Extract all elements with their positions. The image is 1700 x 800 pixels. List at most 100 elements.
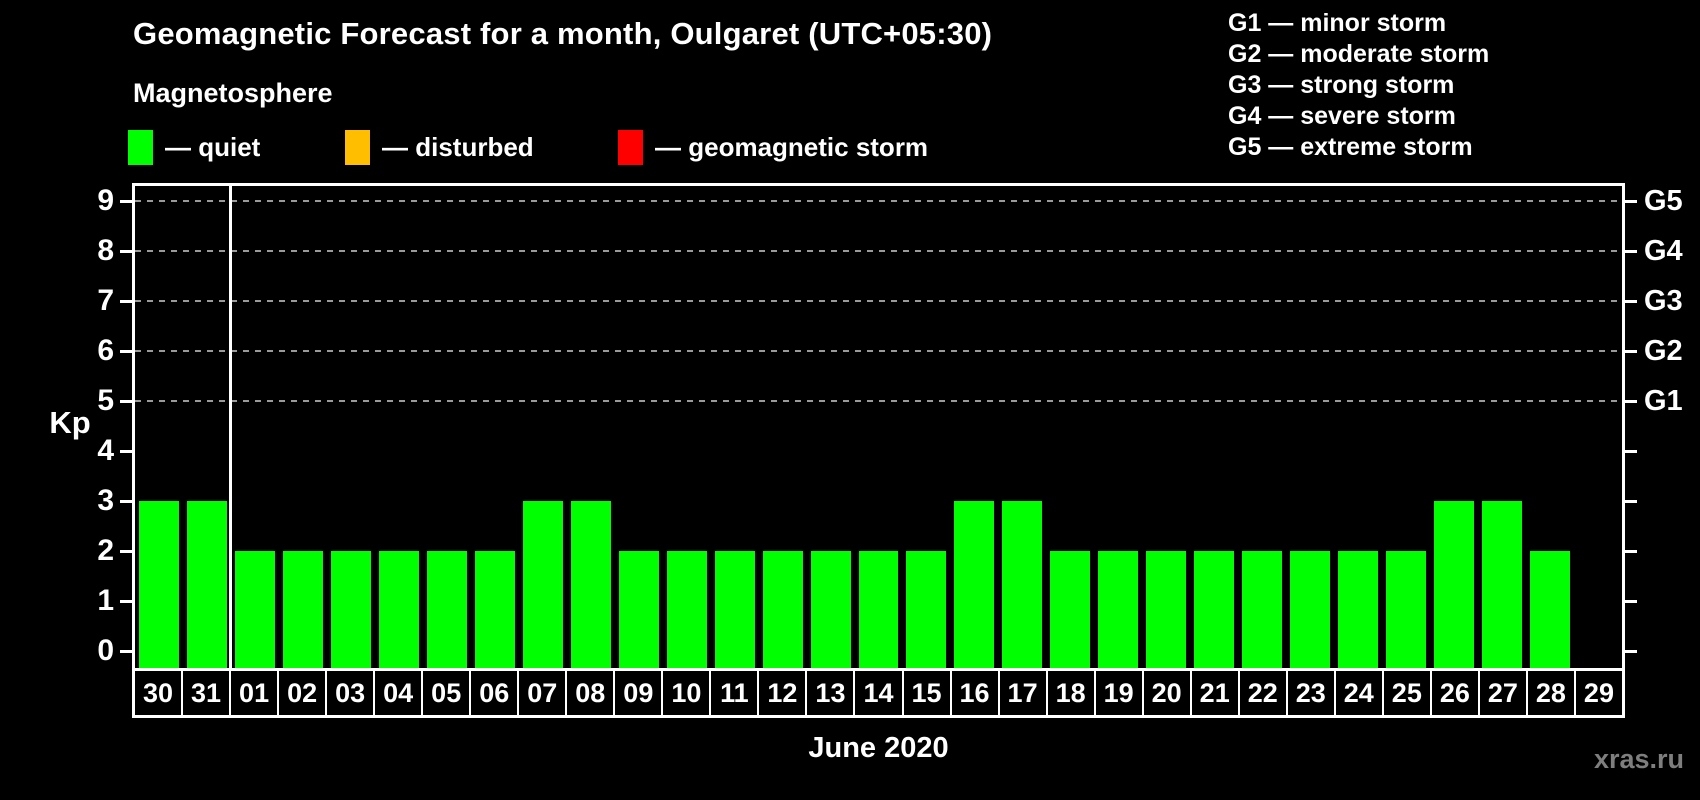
right-tick-kp5: [1625, 399, 1637, 403]
day-label-cell-09: 09: [615, 671, 664, 715]
g4-legend-line: G4 — severe storm: [1228, 102, 1456, 130]
day-label-row: 30 31 01 02 03 04 05 06 07 08 09 10 11 12 13 14 15 16 17 18…: [132, 668, 1625, 718]
watermark: xras.ru: [1593, 744, 1684, 774]
kp-bar-day-02: [282, 551, 323, 668]
day-label-cell-14: 14: [855, 671, 904, 715]
right-tick-kp4: [1625, 449, 1637, 453]
legend-item-disturbed: — disturbed: [345, 128, 534, 166]
right-axis-label-g4: G4: [1644, 235, 1683, 267]
kp-bar-day-05: [426, 551, 467, 668]
kp-bar-day-22: [1242, 551, 1283, 668]
right-tick-kp3: [1625, 499, 1637, 503]
day-label-cell-20: 20: [1143, 671, 1192, 715]
day-label-cell-15: 15: [903, 671, 952, 715]
day-label-cell-26: 26: [1431, 671, 1480, 715]
kp-bar-day-25: [1386, 551, 1427, 668]
gridline-kp7: [135, 300, 1622, 302]
right-tick-kp0: [1625, 649, 1637, 653]
legend-item-quiet: — quiet: [128, 128, 260, 166]
g-scale-legend: G1 — minor storm G2 — moderate storm G3 …: [1228, 8, 1489, 163]
day-label-cell-18: 18: [1047, 671, 1096, 715]
legend-item-storm: — geomagnetic storm: [618, 128, 928, 166]
gridline-kp6: [135, 350, 1622, 352]
y-tick-label-6: 6: [97, 334, 114, 367]
legend-label: — disturbed: [382, 131, 534, 162]
day-label-cell-12: 12: [759, 671, 808, 715]
y-axis-label-kp: Kp: [49, 405, 91, 440]
legend-label: — quiet: [165, 131, 261, 162]
g1-legend-line: G1 — minor storm: [1228, 9, 1447, 37]
day-label-cell-19: 19: [1095, 671, 1144, 715]
right-tick-kp7: [1625, 299, 1637, 303]
kp-bar-day-28: [1530, 551, 1571, 668]
right-axis-label-g5: G5: [1644, 185, 1683, 217]
left-tick-kp2: [120, 549, 132, 553]
day-label-cell-17: 17: [999, 671, 1048, 715]
kp-bar-day-03: [330, 551, 371, 668]
day-label-cell-02: 02: [279, 671, 328, 715]
day-label-cell-29: 29: [1575, 671, 1622, 715]
g3-legend-line: G3 — strong storm: [1228, 71, 1455, 99]
kp-bar-day-17: [1002, 501, 1043, 668]
day-label-cell-11: 11: [711, 671, 760, 715]
right-tick-kp1: [1625, 599, 1637, 603]
day-label-cell-06: 06: [471, 671, 520, 715]
y-tick-label-3: 3: [97, 484, 114, 517]
gridline-kp5: [135, 400, 1622, 402]
left-tick-kp5: [120, 399, 132, 403]
kp-bar-day-21: [1194, 551, 1235, 668]
day-label-cell-05: 05: [423, 671, 472, 715]
kp-bar-day-18: [1050, 551, 1091, 668]
kp-bar-day-26: [1434, 501, 1475, 668]
day-label-cell-01: 01: [231, 671, 280, 715]
day-label-cell-07: 07: [519, 671, 568, 715]
right-axis-label-g1: G1: [1644, 385, 1683, 417]
day-label-cell-27: 27: [1479, 671, 1528, 715]
kp-bar-day-10: [666, 551, 707, 668]
y-tick-label-8: 8: [97, 234, 114, 267]
gridline-kp9: [135, 200, 1622, 202]
gridline-kp8: [135, 250, 1622, 252]
left-tick-kp3: [120, 499, 132, 503]
y-tick-label-0: 0: [97, 634, 114, 667]
left-tick-kp4: [120, 449, 132, 453]
kp-bar-day-01: [234, 551, 275, 668]
right-tick-kp6: [1625, 349, 1637, 353]
day-label-cell-24: 24: [1335, 671, 1384, 715]
g2-legend-line: G2 — moderate storm: [1228, 40, 1490, 68]
plot-area: [132, 183, 1625, 668]
day-label-cell-30: 30: [135, 671, 184, 715]
day-label-cell-04: 04: [375, 671, 424, 715]
chart-title: Geomagnetic Forecast for a month, Oulgar…: [133, 16, 993, 51]
y-tick-label-9: 9: [97, 184, 114, 217]
kp-bar-day-14: [858, 551, 899, 668]
kp-bar-day-13: [810, 551, 851, 668]
left-tick-kp9: [120, 199, 132, 203]
day-label-cell-03: 03: [327, 671, 376, 715]
right-tick-kp8: [1625, 249, 1637, 253]
left-tick-kp0: [120, 649, 132, 653]
left-tick-kp7: [120, 299, 132, 303]
day-label-cell-10: 10: [663, 671, 712, 715]
quiet-color-swatch: [128, 129, 153, 165]
kp-bar-day-24: [1338, 551, 1379, 668]
kp-bar-day-09: [618, 551, 659, 668]
kp-bar-day-19: [1098, 551, 1139, 668]
y-tick-label-7: 7: [97, 284, 114, 317]
x-axis-label-month: June 2020: [808, 732, 949, 764]
y-tick-label-2: 2: [97, 534, 114, 567]
kp-bar-day-15: [906, 551, 947, 668]
day-label-cell-31: 31: [183, 671, 232, 715]
day-label-cell-28: 28: [1527, 671, 1576, 715]
right-axis-label-g2: G2: [1644, 335, 1683, 367]
kp-bar-day-12: [762, 551, 803, 668]
kp-bar-day-11: [714, 551, 755, 668]
kp-bar-day-16: [954, 501, 995, 668]
day-label-cell-08: 08: [567, 671, 616, 715]
right-tick-kp2: [1625, 549, 1637, 553]
day-label-cell-16: 16: [951, 671, 1000, 715]
legend-label: — geomagnetic storm: [655, 131, 929, 162]
kp-bar-day-08: [570, 501, 611, 668]
day-label-cell-13: 13: [807, 671, 856, 715]
